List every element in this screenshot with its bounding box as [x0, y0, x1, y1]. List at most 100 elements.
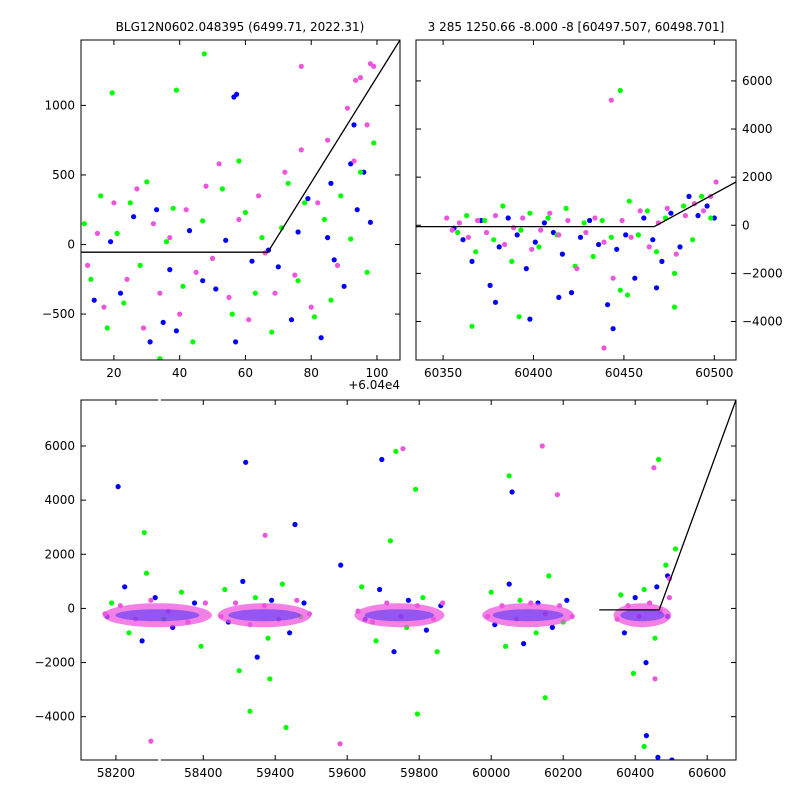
- data-point: [209, 255, 216, 261]
- data-point: [163, 239, 170, 245]
- data-point: [379, 456, 385, 463]
- data-point: [682, 213, 689, 219]
- data-point: [704, 203, 710, 209]
- season-band-core: [228, 609, 301, 622]
- data-point: [521, 641, 527, 647]
- data-point: [496, 244, 502, 250]
- data-point: [202, 600, 208, 606]
- y-tick-label: 0: [742, 218, 750, 232]
- x-tick-label: 60: [238, 366, 253, 380]
- data-point: [236, 668, 242, 674]
- season-model-line: [416, 181, 736, 228]
- y-tick-label: 2000: [742, 170, 773, 184]
- data-point: [337, 741, 343, 747]
- data-point: [500, 203, 506, 209]
- data-point: [568, 290, 575, 296]
- data-point: [637, 208, 643, 214]
- data-point: [331, 257, 337, 263]
- data-point: [295, 229, 301, 235]
- zoom-panel-title: BLG12N0602.048395 (6499.71, 2022.31): [116, 20, 365, 34]
- data-point: [596, 241, 602, 248]
- data-point: [564, 597, 570, 603]
- x-tick-label: 60600: [688, 766, 726, 780]
- data-point: [632, 275, 638, 281]
- data-point: [549, 624, 556, 631]
- data-point: [482, 217, 488, 224]
- data-point: [203, 183, 209, 189]
- season-panel: 3 285 1250.66 -8.000 -8 [60497.507, 6049…: [415, 20, 783, 380]
- data-point: [109, 600, 115, 606]
- data-point: [695, 213, 701, 219]
- data-point: [122, 584, 128, 590]
- data-point: [367, 219, 373, 225]
- y-tick-label: −4000: [742, 315, 783, 329]
- axis-break-top: [158, 398, 161, 402]
- data-point: [101, 304, 107, 310]
- y-tick-label: −2000: [742, 266, 783, 280]
- data-point: [213, 286, 219, 292]
- data-point: [301, 600, 307, 606]
- data-point: [686, 193, 692, 199]
- data-point: [254, 654, 260, 660]
- data-point: [351, 122, 357, 128]
- data-point: [311, 314, 318, 320]
- axis-break-bottom: [158, 758, 161, 762]
- data-point: [618, 592, 624, 598]
- data-point: [152, 595, 158, 601]
- data-point: [708, 215, 714, 221]
- data-point: [509, 258, 515, 264]
- y-tick-label: 6000: [742, 74, 773, 88]
- data-point: [308, 304, 314, 310]
- y-tick-label: −2000: [34, 656, 75, 670]
- data-point: [554, 492, 561, 498]
- season-series-2: [444, 97, 719, 351]
- data-point: [449, 227, 455, 233]
- data-point: [644, 208, 651, 214]
- data-point: [523, 266, 529, 272]
- data-point: [491, 237, 497, 243]
- data-point: [505, 215, 511, 221]
- data-point: [85, 262, 91, 268]
- data-point: [243, 459, 249, 465]
- data-point: [234, 91, 240, 97]
- data-point: [532, 239, 538, 245]
- data-point: [420, 595, 426, 601]
- data-point: [148, 738, 154, 744]
- data-point: [104, 325, 110, 331]
- data-point: [533, 630, 539, 636]
- x-tick-label: 20: [106, 366, 121, 380]
- data-point: [249, 258, 255, 264]
- data-point: [353, 77, 359, 83]
- data-point: [170, 205, 176, 211]
- data-point: [282, 169, 288, 175]
- data-point: [440, 600, 446, 606]
- data-point: [134, 186, 140, 192]
- data-point: [656, 456, 662, 463]
- y-tick-label: 0: [67, 238, 75, 252]
- x-tick-label: 59400: [256, 766, 294, 780]
- season-series-0: [451, 193, 717, 332]
- data-point: [663, 562, 669, 568]
- data-point: [619, 217, 625, 224]
- data-point: [338, 193, 344, 199]
- data-point: [413, 486, 419, 492]
- data-point: [509, 489, 515, 495]
- data-point: [341, 283, 347, 289]
- data-point: [298, 147, 304, 153]
- data-point: [400, 446, 406, 452]
- data-point: [641, 743, 647, 750]
- data-point: [527, 316, 533, 322]
- data-point: [681, 203, 687, 209]
- data-point: [294, 597, 300, 603]
- data-point: [117, 290, 124, 296]
- data-point: [643, 660, 649, 666]
- season-band-core: [492, 609, 564, 622]
- data-point: [236, 216, 242, 223]
- full-model-line: [599, 400, 736, 611]
- data-point: [635, 232, 642, 238]
- x-tick-label: 60000: [472, 766, 510, 780]
- data-point: [81, 221, 87, 227]
- full-series-3: [115, 456, 675, 760]
- data-point: [483, 229, 490, 236]
- data-point: [201, 51, 207, 57]
